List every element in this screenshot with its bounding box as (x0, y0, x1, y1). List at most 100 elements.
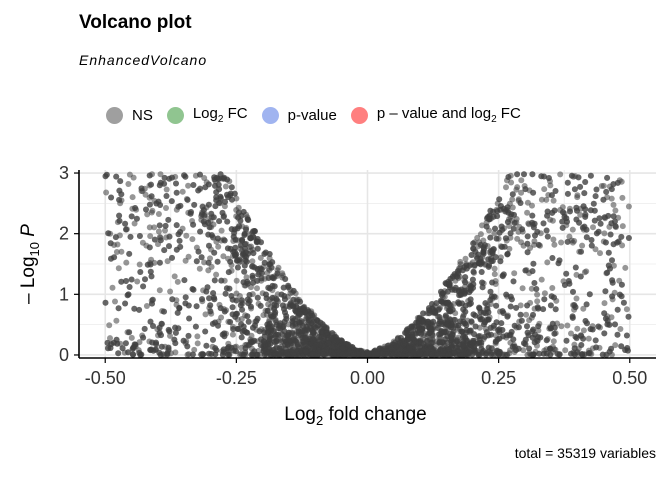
data-point (294, 314, 301, 321)
data-point (111, 254, 118, 261)
data-point (562, 347, 569, 354)
data-point (422, 351, 429, 358)
data-point (505, 174, 512, 180)
data-point (215, 243, 222, 250)
data-point (284, 342, 291, 348)
data-point (544, 208, 551, 215)
data-point (129, 194, 136, 201)
data-point (531, 241, 538, 248)
data-point (610, 201, 617, 208)
data-point (167, 332, 173, 339)
data-point (601, 310, 608, 317)
data-point (186, 315, 193, 322)
data-point (107, 335, 113, 342)
data-point (215, 181, 222, 188)
data-point (193, 303, 200, 310)
data-point (180, 337, 187, 344)
data-point (114, 340, 121, 347)
data-point (518, 177, 525, 184)
data-point (128, 276, 135, 283)
chart-subtitle: EnhancedVolcano (79, 52, 208, 68)
data-point (269, 294, 276, 301)
data-point (524, 323, 530, 330)
data-point (233, 311, 239, 317)
data-point (300, 322, 306, 329)
y-tick-label: 3 (59, 163, 69, 183)
data-point (625, 203, 632, 210)
data-point (168, 198, 175, 205)
data-point (557, 171, 564, 178)
data-point (172, 329, 179, 336)
legend-key-ns (106, 106, 123, 124)
data-point (233, 277, 240, 284)
data-point (167, 288, 174, 295)
data-point (606, 321, 613, 328)
data-point (547, 325, 554, 332)
data-point (547, 351, 554, 358)
data-point (229, 296, 236, 303)
data-point (256, 328, 263, 335)
data-point (477, 308, 484, 315)
data-point (214, 258, 221, 265)
data-point (156, 222, 163, 229)
data-point (263, 295, 270, 302)
data-point (384, 342, 391, 349)
data-point (130, 351, 136, 358)
data-point (462, 279, 469, 286)
data-point (577, 183, 584, 190)
data-point (220, 175, 227, 182)
data-point (549, 320, 556, 327)
data-point (255, 271, 262, 278)
data-point (487, 207, 494, 214)
data-point (185, 332, 192, 339)
data-point (210, 214, 217, 221)
data-point (573, 204, 580, 211)
data-point (254, 245, 261, 252)
data-point (104, 339, 111, 346)
data-point (202, 184, 209, 191)
data-point (442, 312, 449, 319)
data-point (118, 278, 125, 285)
data-point (225, 343, 232, 350)
data-point (183, 232, 190, 239)
data-point (234, 225, 241, 232)
legend-key-log2fc (166, 106, 184, 124)
data-point (123, 278, 129, 284)
data-point (529, 171, 536, 178)
data-point (433, 300, 440, 307)
data-point (125, 181, 132, 187)
data-point (126, 284, 133, 290)
data-point (105, 230, 112, 237)
data-point (541, 296, 548, 303)
data-point (166, 233, 173, 240)
data-point (415, 324, 422, 331)
data-point (578, 248, 584, 255)
data-point (538, 196, 545, 203)
data-point (469, 339, 476, 346)
data-point (249, 272, 256, 279)
data-point (558, 323, 565, 330)
data-point (113, 317, 120, 324)
data-point (576, 219, 583, 226)
data-point (116, 212, 123, 219)
data-point (246, 292, 253, 298)
data-point (572, 333, 579, 340)
data-point (455, 299, 462, 306)
data-point (197, 228, 204, 235)
data-point (571, 345, 578, 352)
data-point (428, 351, 435, 358)
data-point (237, 302, 244, 309)
data-point (471, 346, 478, 353)
data-point (221, 237, 228, 244)
data-point (511, 220, 518, 226)
data-point (302, 334, 309, 341)
data-point (604, 269, 611, 276)
data-point (518, 317, 525, 324)
data-point (514, 235, 521, 242)
data-point (583, 234, 590, 241)
data-point (222, 290, 229, 297)
data-point (505, 209, 512, 216)
data-point (517, 311, 524, 318)
data-point (583, 301, 590, 308)
data-point (174, 309, 181, 316)
